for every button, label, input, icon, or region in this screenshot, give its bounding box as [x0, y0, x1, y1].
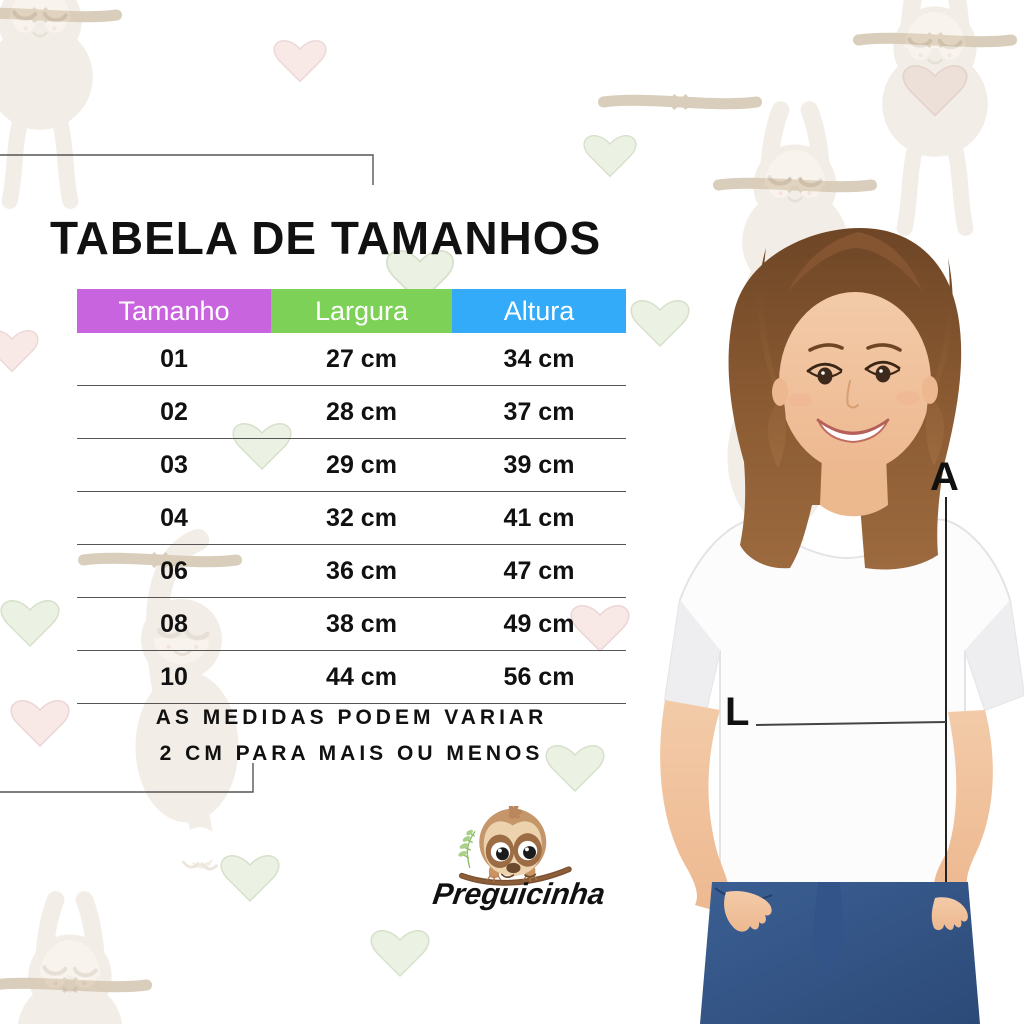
svg-text:A: A — [930, 455, 959, 499]
svg-text:L: L — [725, 690, 749, 734]
